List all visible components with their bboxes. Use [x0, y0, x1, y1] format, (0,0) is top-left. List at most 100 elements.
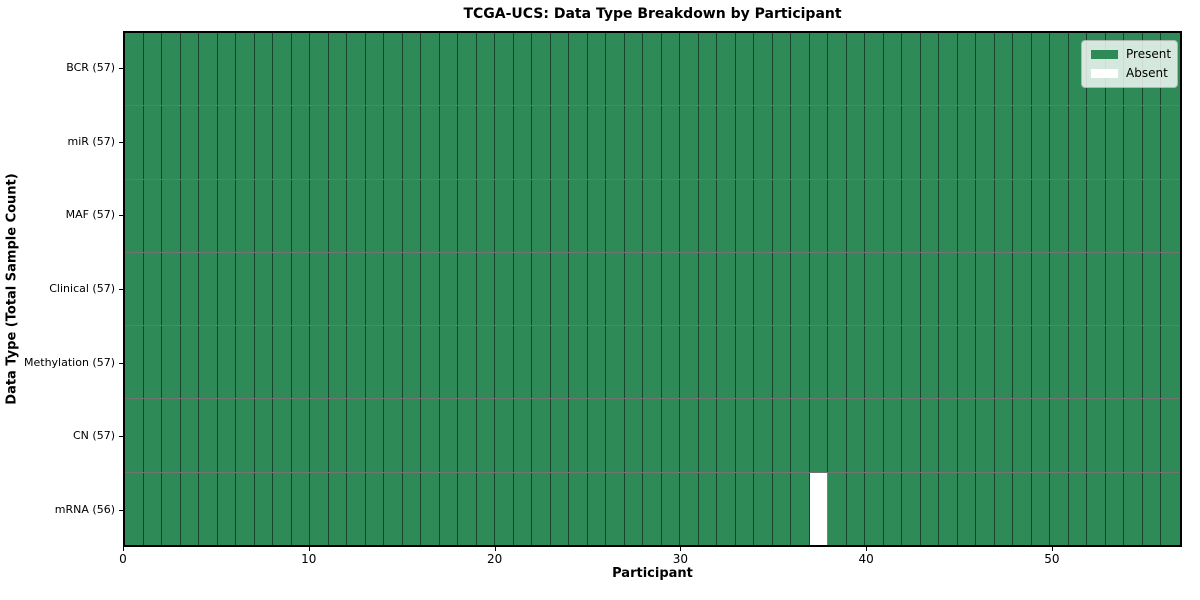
heatmap-cell-present [458, 33, 477, 106]
heatmap-cell-present [624, 399, 644, 472]
y-tick-mark [119, 289, 123, 290]
heatmap-cell-present [735, 106, 755, 179]
heatmap-cell-present [439, 179, 459, 252]
x-tick-mark [494, 547, 496, 551]
heatmap-cell-present [809, 179, 829, 252]
heatmap-row-mrna [125, 472, 1180, 545]
heatmap-cell-present [180, 399, 200, 472]
heatmap-cell-present [532, 326, 551, 399]
heatmap-cell-present [883, 106, 903, 179]
heatmap-cell-present [1105, 399, 1125, 472]
heatmap-cell-present [384, 399, 403, 472]
heatmap-cell-present [717, 33, 736, 106]
x-tick-mark [680, 547, 682, 551]
heatmap-cell-present [920, 472, 940, 545]
heatmap-cell-present [1105, 326, 1125, 399]
heatmap-cell-present [791, 399, 810, 472]
heatmap-cell-present [384, 179, 403, 252]
heatmap-cell-present [513, 106, 533, 179]
heatmap-cell-present [1087, 179, 1106, 252]
heatmap-cell-present [458, 106, 477, 179]
heatmap-cell-present [143, 33, 163, 106]
heatmap-cell-present [957, 399, 977, 472]
heatmap-cell-present [624, 179, 644, 252]
heatmap-cell-present [828, 33, 847, 106]
heatmap-cell-present [920, 252, 940, 326]
heatmap-cell-present [439, 33, 459, 106]
heatmap-cell-present [846, 472, 866, 545]
heatmap-cell-present [1087, 326, 1106, 399]
heatmap-cell-present [236, 179, 255, 252]
heatmap-cell-present [920, 106, 940, 179]
heatmap-cell-present [1068, 106, 1088, 179]
heatmap-cell-present [310, 399, 329, 472]
heatmap-row-clinical [125, 252, 1180, 327]
heatmap-cell-present [162, 106, 181, 179]
heatmap-cell-present [421, 326, 440, 399]
heatmap-cell-present [1105, 252, 1125, 326]
heatmap-cell-present [458, 326, 477, 399]
heatmap-cell-present [976, 252, 995, 326]
heatmap-cell-present [1013, 106, 1032, 179]
y-tick-mark [119, 436, 123, 438]
heatmap-cell-present [957, 326, 977, 399]
heatmap-cell-present [717, 472, 736, 545]
heatmap-cell-present [365, 252, 385, 326]
heatmap-row-bcr [125, 33, 1180, 107]
heatmap-cell-present [698, 472, 718, 545]
heatmap-cell-present [125, 106, 144, 179]
heatmap-cell-present [162, 326, 181, 399]
heatmap-cell-present [550, 179, 570, 252]
heatmap-cell-present [569, 252, 588, 326]
heatmap-cell-present [421, 252, 440, 326]
heatmap-cell-present [180, 106, 200, 179]
y-tick-label: Methylation (57) [24, 355, 115, 369]
heatmap-cell-present [772, 106, 792, 179]
heatmap-cell-present [458, 252, 477, 326]
heatmap-cell-present [236, 252, 255, 326]
heatmap-cell-present [291, 179, 311, 252]
heatmap-cell-present [550, 106, 570, 179]
heatmap-cell-present [920, 179, 940, 252]
heatmap-cell-present [143, 252, 163, 326]
heatmap-cell-present [495, 399, 514, 472]
heatmap-cell-present [1105, 472, 1125, 545]
heatmap-cell-present [587, 252, 607, 326]
heatmap-cell-present [902, 472, 921, 545]
heatmap-cell-present [421, 472, 440, 545]
x-tick-mark [1051, 547, 1053, 551]
heatmap-cell-present [513, 33, 533, 106]
heatmap-cell-present [402, 106, 422, 179]
heatmap-cell-present [754, 326, 773, 399]
heatmap-cell-present [328, 33, 348, 106]
heatmap-cell-present [291, 33, 311, 106]
heatmap-cell-present [1013, 33, 1032, 106]
heatmap-cell-present [125, 399, 144, 472]
heatmap-cell-present [846, 399, 866, 472]
heatmap-cell-present [587, 472, 607, 545]
heatmap-cell-present [661, 326, 681, 399]
heatmap-cell-present [735, 326, 755, 399]
heatmap-cell-present [421, 106, 440, 179]
x-tick-mark [123, 547, 124, 551]
heatmap-cell-present [495, 106, 514, 179]
heatmap-cell-present [865, 472, 884, 545]
heatmap-cell-present [513, 252, 533, 326]
heatmap-cell-present [347, 106, 366, 179]
x-tick-label: 10 [301, 552, 317, 566]
heatmap-cell-present [439, 399, 459, 472]
heatmap-cell-present [310, 472, 329, 545]
legend-label: Present [1126, 47, 1172, 61]
heatmap-cell-present [569, 179, 588, 252]
heatmap-cell-present [143, 399, 163, 472]
heatmap-cell-present [1161, 252, 1180, 326]
present-swatch-icon [1091, 50, 1118, 59]
heatmap-cell-present [865, 179, 884, 252]
y-tick-label: MAF (57) [65, 208, 115, 222]
heatmap-cell-present [513, 399, 533, 472]
heatmap-cell-present [199, 33, 218, 106]
heatmap-cell-present [939, 33, 958, 106]
heatmap-cell-present [125, 472, 144, 545]
heatmap-cell-present [291, 106, 311, 179]
